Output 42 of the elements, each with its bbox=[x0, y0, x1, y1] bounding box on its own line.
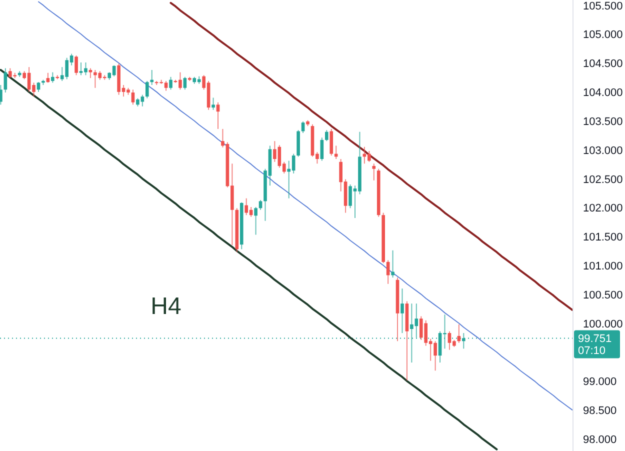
candlestick bbox=[0, 84, 2, 106]
candlestick bbox=[169, 76, 172, 90]
y-tick-label: 102.000 bbox=[583, 202, 623, 215]
y-tick-label: 103.000 bbox=[583, 144, 623, 157]
candlestick bbox=[391, 250, 394, 278]
y-tick-label: 105.500 bbox=[583, 0, 623, 12]
candlestick bbox=[330, 128, 334, 156]
candlestick bbox=[36, 82, 40, 92]
candlestick bbox=[131, 89, 135, 106]
y-tick-label: 101.500 bbox=[583, 232, 623, 244]
text: 07:10 bbox=[578, 345, 606, 358]
candlestick bbox=[216, 102, 220, 130]
y-tick-label: 102.500 bbox=[583, 174, 623, 186]
candlestick bbox=[183, 76, 187, 90]
y-tick-label: 98.500 bbox=[583, 405, 617, 418]
candlestick bbox=[325, 130, 328, 142]
y-tick-label: 101.000 bbox=[583, 260, 623, 272]
candlestick bbox=[301, 120, 305, 134]
y-tick-label: 99.000 bbox=[583, 376, 617, 388]
line-series bbox=[38, 1, 573, 410]
ref-line-label: 99.751 bbox=[578, 333, 612, 346]
candlestick bbox=[334, 145, 338, 160]
candlestick bbox=[258, 200, 262, 210]
candlestick bbox=[150, 69, 154, 86]
candlestick bbox=[372, 163, 376, 181]
candlestick bbox=[212, 97, 215, 110]
y-tick-label: 104.000 bbox=[583, 87, 623, 100]
y-tick-label: 103.500 bbox=[583, 116, 623, 128]
y-tick-label: 104.500 bbox=[583, 58, 623, 70]
candlestick bbox=[145, 80, 149, 99]
candlestick bbox=[88, 68, 92, 79]
candlestick bbox=[320, 137, 324, 162]
y-tick-label: 100.500 bbox=[583, 289, 623, 302]
y-tick-label: 100.000 bbox=[583, 318, 623, 330]
line-series bbox=[0, 68, 498, 450]
candlestick bbox=[74, 55, 78, 76]
candlestick bbox=[400, 288, 404, 334]
y-tick-label: 105.000 bbox=[583, 29, 623, 42]
annotation: H4 bbox=[150, 293, 182, 320]
candlestick bbox=[51, 72, 54, 84]
y-tick-label: 98.000 bbox=[583, 434, 617, 446]
candlestick bbox=[254, 206, 258, 236]
